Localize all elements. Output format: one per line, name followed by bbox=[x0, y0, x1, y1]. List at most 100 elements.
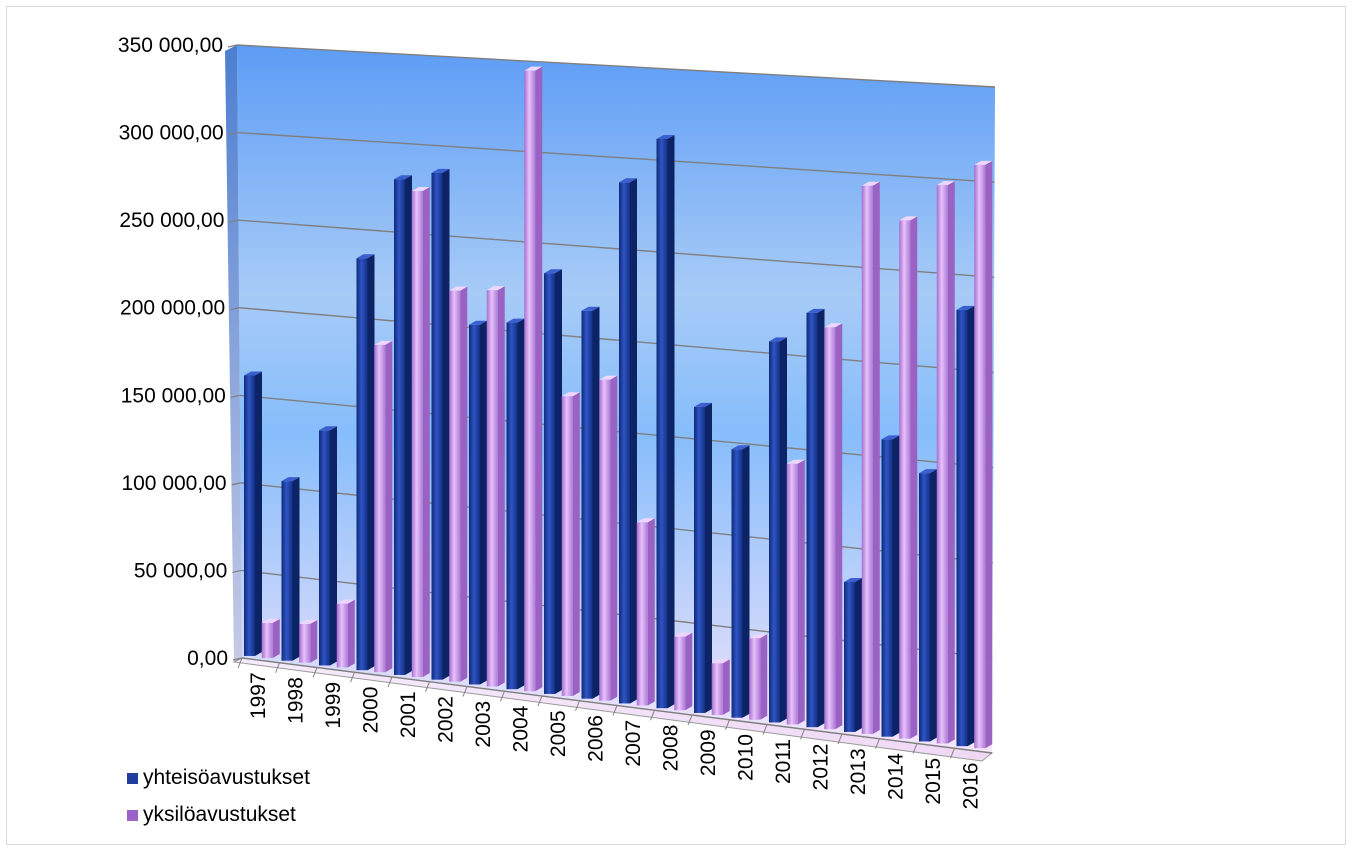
x-tick-mark bbox=[800, 729, 805, 740]
legend: yhteisöavustukset yksilöavustukset bbox=[127, 766, 310, 826]
y-tick-label: 200 000,00 bbox=[120, 297, 225, 320]
bar-yksiloavustukset bbox=[861, 181, 880, 734]
x-tick-mark bbox=[612, 705, 618, 716]
y-tick-mark bbox=[232, 657, 243, 661]
chart-frame: 0,00 50 000,00 100 000,00 150 000,00 200 000… bbox=[6, 6, 1346, 845]
x-tick-label: 2011 bbox=[772, 739, 795, 784]
bar-yhteisoavustukset bbox=[356, 254, 375, 671]
bar-yksiloavustukset bbox=[299, 619, 318, 663]
bar-yksiloavustukset bbox=[674, 632, 693, 711]
bar-yksiloavustukset bbox=[711, 659, 730, 715]
x-tick-mark bbox=[687, 714, 693, 726]
y-tick-mark bbox=[229, 219, 239, 223]
x-tick-mark bbox=[275, 662, 280, 673]
bar-yksiloavustukset bbox=[374, 340, 393, 673]
x-tick-mark bbox=[725, 719, 730, 730]
x-tick-label: 2002 bbox=[434, 696, 457, 743]
bar-yhteisoavustukset bbox=[956, 305, 975, 747]
legend-label: yhteisöavustukset bbox=[143, 766, 310, 789]
x-tick-mark bbox=[837, 733, 843, 745]
bar-yksiloavustukset bbox=[636, 518, 655, 706]
bar-yhteisoavustukset bbox=[769, 337, 787, 723]
bar-yksiloavustukset bbox=[261, 618, 280, 658]
x-tick-label: 2003 bbox=[472, 701, 495, 748]
grid-line bbox=[236, 44, 996, 88]
y-tick-label: 250 000,00 bbox=[119, 209, 224, 232]
x-tick-label: 2009 bbox=[697, 729, 720, 776]
x-tick-mark bbox=[350, 672, 355, 683]
x-tick-label: 1998 bbox=[284, 677, 307, 724]
x-tick-label: 2014 bbox=[884, 753, 907, 800]
x-tick-label: 2000 bbox=[359, 687, 382, 734]
bar-yhteisoavustukset bbox=[319, 426, 337, 666]
y-tick-mark bbox=[230, 307, 240, 311]
bar-yhteisoavustukset bbox=[919, 469, 937, 742]
bar-yksiloavustukset bbox=[411, 187, 430, 677]
x-tick-label: 2008 bbox=[659, 725, 682, 772]
bar-yhteisoavustukset bbox=[244, 371, 262, 656]
y-tick-label: 50 000,00 bbox=[134, 559, 227, 582]
x-tick-mark bbox=[575, 700, 580, 711]
y-tick-label: 300 000,00 bbox=[119, 122, 224, 145]
side-wall bbox=[225, 45, 242, 662]
x-tick-label: 2006 bbox=[584, 715, 607, 762]
grid-line bbox=[237, 131, 995, 183]
x-tick-mark bbox=[875, 738, 880, 749]
bar-yksiloavustukset bbox=[524, 66, 543, 692]
y-tick-mark bbox=[227, 44, 238, 48]
bar-yhteisoavustukset bbox=[619, 178, 637, 704]
x-axis-tick-labels: 1997 1998 1999 2000 2001 2002 2003 2004 2005 2006… bbox=[237, 657, 982, 810]
bar-yksiloavustukset bbox=[974, 160, 993, 749]
x-tick-mark bbox=[537, 695, 543, 707]
bar-yhteisoavustukset bbox=[581, 306, 600, 699]
bars bbox=[244, 66, 993, 749]
x-tick-mark bbox=[950, 748, 955, 759]
x-tick-label: 2001 bbox=[397, 691, 420, 738]
x-tick-mark bbox=[500, 691, 505, 702]
bar-yksiloavustukset bbox=[599, 375, 618, 701]
x-tick-mark bbox=[462, 686, 468, 697]
x-tick-mark bbox=[650, 710, 655, 721]
y-tick-mark bbox=[231, 482, 241, 486]
legend-swatch bbox=[127, 773, 138, 784]
bar-yksiloavustukset bbox=[449, 286, 468, 682]
x-tick-label: 2016 bbox=[959, 763, 982, 810]
legend-swatch bbox=[127, 810, 138, 821]
y-axis-tick-labels: 0,00 50 000,00 100 000,00 150 000,00 200 000… bbox=[118, 34, 228, 670]
y-tick-label: 150 000,00 bbox=[121, 384, 226, 407]
x-tick-label: 2013 bbox=[847, 748, 870, 795]
x-tick-mark bbox=[425, 681, 430, 692]
bar-yksiloavustukset bbox=[786, 459, 805, 725]
bar-yksiloavustukset bbox=[936, 181, 955, 744]
y-tick-mark bbox=[232, 569, 242, 574]
bar-yhteisoavustukset bbox=[394, 175, 412, 675]
x-tick-label: 2012 bbox=[809, 744, 832, 791]
x-tick-label: 2015 bbox=[922, 758, 945, 805]
bar-yksiloavustukset bbox=[486, 286, 505, 687]
bar-yhteisoavustukset bbox=[881, 435, 900, 737]
x-tick-mark bbox=[312, 667, 318, 678]
bar-yksiloavustukset bbox=[336, 599, 355, 668]
x-tick-label: 2007 bbox=[622, 720, 645, 767]
bar-yhteisoavustukset bbox=[281, 477, 300, 661]
y-tick-label: 350 000,00 bbox=[118, 34, 223, 57]
x-tick-label: 2010 bbox=[734, 734, 757, 781]
bar-yhteisoavustukset bbox=[506, 318, 525, 690]
bar-yksiloavustukset bbox=[899, 216, 918, 739]
bar-yksiloavustukset bbox=[824, 323, 843, 730]
legend-label: yksilöavustukset bbox=[143, 803, 296, 826]
bar-yksiloavustukset bbox=[561, 392, 580, 696]
bar-yhteisoavustukset bbox=[544, 269, 562, 694]
y-tick-label: 100 000,00 bbox=[121, 472, 226, 495]
y-tick-mark bbox=[230, 394, 240, 398]
bar-yhteisoavustukset bbox=[694, 402, 712, 713]
x-tick-label: 2004 bbox=[509, 705, 532, 752]
x-tick-mark bbox=[912, 743, 918, 754]
x-tick-label: 1997 bbox=[247, 672, 270, 719]
x-tick-label: 1999 bbox=[322, 682, 345, 729]
x-tick-mark bbox=[237, 657, 243, 669]
bar-yhteisoavustukset bbox=[844, 578, 862, 732]
y-tick-label: 0,00 bbox=[187, 647, 228, 670]
x-tick-label: 2005 bbox=[547, 710, 570, 757]
chart-svg: 0,00 50 000,00 100 000,00 150 000,00 200 000… bbox=[118, 34, 996, 826]
